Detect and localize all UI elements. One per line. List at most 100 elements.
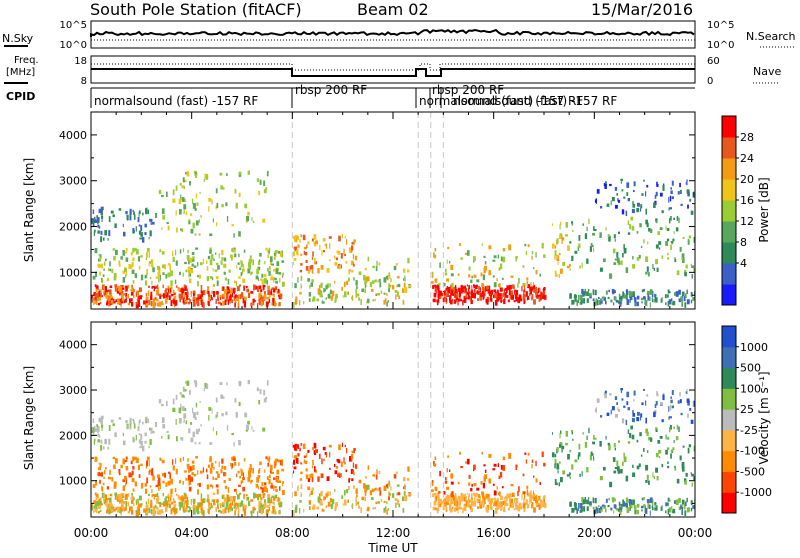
velocity-cell <box>447 497 451 502</box>
velocity-cell <box>309 474 311 480</box>
power-cell <box>314 257 316 264</box>
power-cell <box>327 293 331 299</box>
power-cell <box>383 292 386 295</box>
velocity-cell <box>232 463 234 468</box>
power-cell <box>175 260 178 266</box>
velocity-cell <box>450 508 453 513</box>
power-cell <box>266 267 269 272</box>
velocity-colorbar-swatch <box>722 388 736 410</box>
velocity-cell <box>206 498 208 502</box>
velocity-cell <box>155 484 159 488</box>
power-cell <box>272 297 275 302</box>
power-cell <box>483 255 486 258</box>
power-cell <box>378 262 381 266</box>
power-cell <box>647 294 650 301</box>
velocity-cell <box>194 417 197 420</box>
velocity-cell <box>224 472 227 476</box>
velocity-cell <box>273 461 276 465</box>
velocity-cell <box>632 410 634 414</box>
velocity-cell <box>500 501 503 507</box>
velocity-cell <box>257 494 260 501</box>
velocity-cell <box>193 473 197 477</box>
power-cell <box>292 236 295 239</box>
power-cell <box>437 293 440 299</box>
power-cell <box>132 280 135 284</box>
power-cell <box>541 242 544 249</box>
velocity-cell <box>375 501 377 505</box>
power-cell <box>451 291 453 296</box>
power-cell <box>438 282 441 286</box>
velocity-cell <box>566 474 570 477</box>
velocity-cell <box>446 486 450 490</box>
power-cell <box>127 215 129 221</box>
power-cell <box>297 235 299 241</box>
velocity-cell <box>438 491 441 494</box>
velocity-cell <box>437 494 440 498</box>
velocity-cell <box>603 466 606 471</box>
power-cell <box>92 275 96 280</box>
velocity-cell <box>502 465 506 471</box>
power-cell <box>389 275 391 279</box>
power-cell <box>279 251 282 257</box>
velocity-cell <box>212 427 214 432</box>
power-cell <box>497 291 499 298</box>
power-cell <box>210 254 214 260</box>
power-cell <box>528 295 529 299</box>
power-cell <box>228 269 231 273</box>
velocity-cell <box>391 493 395 498</box>
power-cell <box>446 293 449 297</box>
power-cell <box>94 248 98 254</box>
power-cell <box>258 301 262 306</box>
power-cell <box>502 292 505 297</box>
velocity-cell <box>151 467 153 471</box>
power-cell <box>482 274 485 281</box>
power-cell <box>129 298 132 303</box>
velocity-cell <box>556 447 559 453</box>
velocity-cell <box>233 442 235 447</box>
power-cell <box>128 264 132 270</box>
velocity-cell <box>637 411 640 416</box>
velocity-cell <box>293 445 297 451</box>
velocity-cell <box>685 472 688 477</box>
velocity-cell <box>645 400 647 406</box>
power-cell <box>294 283 297 289</box>
velocity-cell <box>268 456 271 460</box>
velocity-cell <box>165 506 168 512</box>
power-cell <box>266 170 269 177</box>
power-cell <box>631 208 635 214</box>
velocity-cell <box>634 508 636 515</box>
power-cell <box>630 216 633 221</box>
velocity-cell <box>223 472 226 477</box>
velocity-cell <box>498 501 502 505</box>
velocity-cell <box>149 469 152 473</box>
velocity-cell <box>651 499 654 506</box>
power-colorbar-label: Power [dB] <box>757 177 771 242</box>
velocity-cell <box>345 469 348 473</box>
velocity-cell <box>693 476 695 481</box>
power-cell <box>487 291 490 294</box>
velocity-cell <box>204 382 207 388</box>
velocity-cell <box>610 409 612 415</box>
velocity-cell <box>660 506 662 511</box>
power-cell <box>623 196 626 199</box>
velocity-cell <box>275 489 278 492</box>
velocity-cell <box>444 504 447 507</box>
power-cell <box>268 298 271 303</box>
velocity-cell <box>444 481 448 484</box>
velocity-cell <box>209 502 212 507</box>
velocity-cell <box>554 458 557 465</box>
velocity-cell <box>447 495 451 500</box>
velocity-cell <box>655 467 658 473</box>
velocity-cell <box>240 472 243 476</box>
power-cell <box>433 292 437 298</box>
power-cell <box>676 215 679 221</box>
velocity-cell <box>189 390 191 395</box>
power-cell <box>533 267 535 270</box>
velocity-cell <box>312 459 314 466</box>
velocity-cell <box>113 485 117 489</box>
velocity-cell <box>596 507 599 514</box>
power-cell <box>218 252 220 259</box>
velocity-cell <box>483 476 486 482</box>
power-cell <box>195 174 198 178</box>
power-cell <box>112 214 115 218</box>
